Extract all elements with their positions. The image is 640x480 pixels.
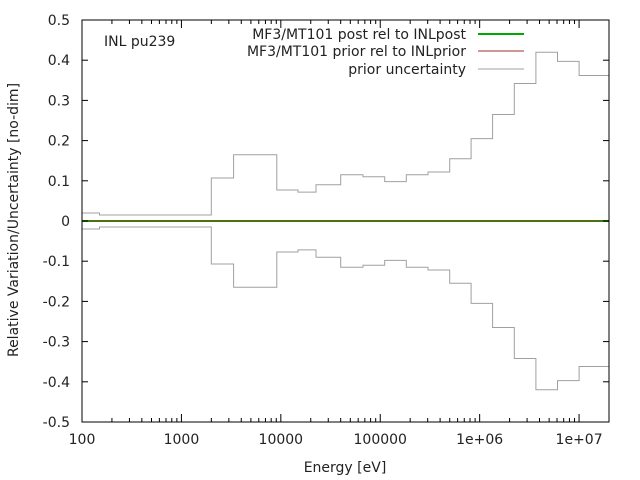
y-tick-label: 0.5 [48,13,70,29]
y-tick-label: -0.3 [43,335,70,351]
x-tick-label: 1e+07 [556,432,603,448]
plot-area [82,51,609,391]
x-tick-label: 100000 [354,432,407,448]
chart-annotation: INL pu239 [104,34,175,50]
y-axis-title: Relative Variation/Uncertainty [no-dim] [6,83,22,357]
y-tick-label: 0.2 [48,134,70,150]
x-tick-label: 1000 [164,432,200,448]
legend-label-prior: MF3/MT101 prior rel to INLprior [247,44,466,60]
y-tick-label: 0 [61,214,70,230]
y-tick-label: 0.3 [48,93,70,109]
x-tick-label: 10000 [259,432,304,448]
legend-label-post: MF3/MT101 post rel to INLpost [252,27,466,43]
plot-frame [81,19,610,423]
legend: MF3/MT101 post rel to INLpost MF3/MT101 … [247,27,524,78]
y-tick-label: -0.1 [43,254,70,270]
y-tick-label: -0.4 [43,375,70,391]
y-tick-label: -0.2 [43,294,70,310]
x-tick-label: 100 [69,432,96,448]
x-tick-label: 1e+06 [456,432,503,448]
legend-label-uncertainty: prior uncertainty [348,62,466,78]
uncertainty-step-upper [82,51,609,216]
x-axis-title: Energy [eV] [304,460,387,476]
y-tick-label: -0.5 [43,415,70,431]
uncertainty-step-lower [82,226,609,391]
y-tick-label: 0.1 [48,174,70,190]
y-tick-label: 0.4 [48,53,70,69]
